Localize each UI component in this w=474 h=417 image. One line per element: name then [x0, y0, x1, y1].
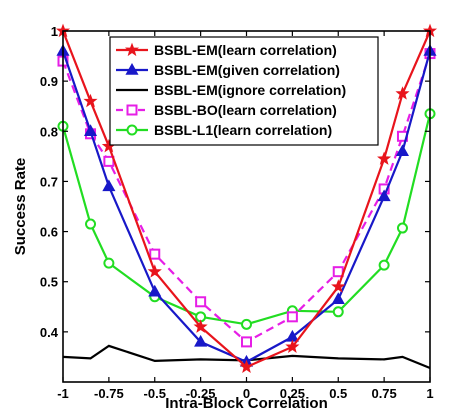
data-point-circle [241, 318, 252, 330]
x-tick-label: 1 [426, 386, 433, 401]
y-axis-label: Success Rate [12, 158, 29, 256]
y-tick-label: 0.8 [40, 124, 58, 139]
data-point-star [285, 339, 300, 353]
data-point-star [193, 319, 208, 333]
data-point-triangle [125, 62, 139, 75]
x-tick-label: -0.25 [186, 386, 216, 401]
data-point-triangle [377, 189, 391, 202]
legend-label: BSBL-L1(learn correlation) [154, 122, 332, 138]
legend-label: BSBL-BO(learn correlation) [154, 102, 337, 118]
data-point-star [147, 264, 162, 278]
x-axis-label: Intra-Block Correlation [165, 395, 328, 412]
data-point-square [149, 248, 161, 260]
data-point-circle [396, 222, 408, 234]
data-point-square [195, 296, 207, 308]
y-tick-label: 0.6 [40, 225, 58, 240]
ticks-layer: -1 -0.75 -0.5 -0.25 0 0.25 0.5 0.75 1 0.4 0.5 0.6 0.… [40, 24, 434, 401]
data-point-triangle [83, 124, 98, 136]
legend-item: BSBL-EM(given correlation) [116, 62, 340, 78]
data-point-star [395, 86, 410, 100]
data-point-circle [103, 257, 115, 269]
x-tick-label: -1 [57, 386, 69, 401]
x-tick-label: -0.5 [144, 386, 166, 401]
data-point-square [103, 155, 115, 167]
data-point-square [286, 311, 298, 323]
legend-items: BSBL-EM(learn correlation) BSBL-EM(given … [116, 42, 346, 138]
data-point-triangle [395, 144, 410, 157]
data-point-star [83, 93, 98, 108]
legend-item: BSBL-L1(learn correlation) [116, 122, 332, 138]
y-tick-label: 1 [51, 24, 58, 39]
legend: BSBL-EM(learn correlation) BSBL-EM(given … [109, 36, 379, 146]
x-tick-label: -0.75 [94, 386, 124, 401]
y-tick-label: 0.5 [40, 275, 58, 290]
data-point-triangle [194, 334, 208, 347]
data-point-circle [378, 259, 390, 271]
data-point-circle [126, 124, 138, 136]
legend-label: BSBL-EM(given correlation) [154, 62, 340, 78]
data-point-circle [85, 218, 97, 230]
data-point-star [377, 151, 392, 165]
data-point-square [241, 336, 252, 348]
y-tick-label: 0.7 [40, 174, 58, 189]
data-point-triangle [148, 284, 162, 297]
y-tick-label: 0.9 [40, 74, 58, 89]
x-tick-label: 0 [243, 386, 250, 401]
y-tick-label: 0.4 [40, 325, 59, 340]
x-tick-label: 0.75 [371, 386, 396, 401]
legend-item: BSBL-EM(learn correlation) [116, 42, 337, 58]
data-point-star [239, 359, 254, 373]
data-point-square [126, 104, 138, 116]
legend-label: BSBL-EM(ignore correlation) [154, 82, 346, 98]
data-point-circle [332, 306, 344, 318]
data-point-star [124, 42, 140, 57]
legend-label: BSBL-EM(learn correlation) [154, 42, 337, 58]
x-tick-label: 0.5 [329, 386, 347, 401]
data-point-triangle [331, 292, 345, 304]
legend-box [109, 36, 379, 146]
legend-item: BSBL-BO(learn correlation) [116, 102, 337, 118]
x-tick-label: 0.25 [280, 386, 305, 401]
series-layer [55, 23, 438, 373]
legend-item: BSBL-EM(ignore correlation) [116, 82, 346, 98]
data-point-star [331, 279, 346, 293]
data-point-triangle [102, 179, 116, 192]
